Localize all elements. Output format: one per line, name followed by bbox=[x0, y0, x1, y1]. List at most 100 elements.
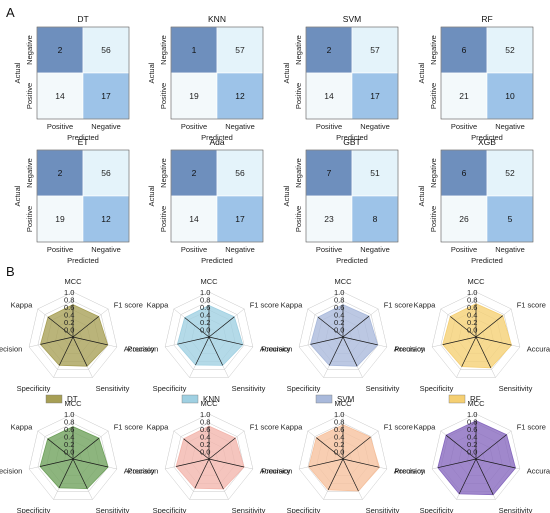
confusion-matrix-cell bbox=[82, 26, 130, 74]
radar-axis-label: Accuracy bbox=[394, 345, 425, 354]
confusion-matrix-frame bbox=[440, 26, 534, 120]
radar-value-line bbox=[308, 458, 344, 468]
radar-tick-label: 0.4 bbox=[334, 311, 344, 320]
confusion-matrix-x-tick: Negative bbox=[495, 245, 525, 254]
radar-grid-ring bbox=[28, 291, 118, 378]
radar-value-line bbox=[72, 437, 100, 460]
confusion-matrix-value: 14 bbox=[324, 91, 334, 101]
radar-axis-label: Sensitivity bbox=[96, 384, 130, 393]
confusion-matrix-value: 23 bbox=[324, 214, 334, 224]
radar-axis-label: Precision bbox=[127, 345, 158, 354]
radar-tick-label: 0.8 bbox=[334, 296, 344, 305]
radar-value-line bbox=[72, 458, 109, 468]
radar-tick-label: 0.8 bbox=[334, 418, 344, 427]
radar-axis-label: Kappa bbox=[281, 423, 304, 432]
confusion-matrix-value: 26 bbox=[459, 214, 469, 224]
radar-tick-label: 1.0 bbox=[334, 288, 344, 297]
confusion-matrix-value: 21 bbox=[459, 91, 469, 101]
radar-value-line bbox=[72, 336, 88, 367]
radar-value-line bbox=[183, 438, 210, 460]
confusion-matrix-value: 56 bbox=[101, 168, 111, 178]
radar-series-area bbox=[176, 305, 244, 366]
radar-grid-ring bbox=[431, 291, 521, 378]
confusion-matrix-frame bbox=[36, 26, 130, 120]
radar-axis-label: Sensitivity bbox=[366, 384, 400, 393]
radar-value-line bbox=[72, 458, 88, 489]
confusion-matrix-cell bbox=[170, 195, 218, 243]
radar-tick-label: 0.0 bbox=[64, 326, 74, 335]
radar-axis-label: Precision bbox=[127, 467, 158, 476]
radar-axis-label: Kappa bbox=[147, 301, 170, 310]
confusion-matrix-value: 2 bbox=[192, 168, 197, 178]
radar-tick-label: 0.0 bbox=[467, 326, 477, 335]
radar-axis-label: F1 score bbox=[517, 423, 546, 432]
radar-series-area bbox=[437, 420, 516, 496]
confusion-matrix-x-tick: Negative bbox=[225, 245, 255, 254]
confusion-matrix-x-tick: Positive bbox=[181, 245, 207, 254]
confusion-matrix-y-tick: Positive bbox=[294, 206, 303, 232]
radar-tick-label: 0.8 bbox=[64, 418, 74, 427]
radar-value-line bbox=[208, 458, 245, 468]
confusion-matrix-y-tick: Positive bbox=[429, 206, 438, 232]
confusion-matrix-x-tick: Positive bbox=[451, 122, 477, 131]
radar-grid-ring bbox=[37, 422, 109, 492]
radar-tick-label: 0.4 bbox=[334, 433, 344, 442]
radar-axis-label: Sensitivity bbox=[232, 506, 266, 513]
radar-value-line bbox=[194, 458, 210, 489]
radar-axis-label: Specificity bbox=[17, 506, 51, 513]
radar-chart-svm: 1.00.80.60.40.20.0 MCC F1 score Accuracy Sen… bbox=[261, 277, 424, 404]
radar-value-line bbox=[342, 458, 380, 468]
radar-axis-label: MCC bbox=[64, 399, 82, 408]
radar-axis-label: MCC bbox=[467, 277, 485, 286]
radar-grid-ring bbox=[28, 413, 118, 500]
confusion-matrix-cell bbox=[170, 149, 218, 197]
radar-axis-label: Specificity bbox=[420, 384, 454, 393]
radar-value-line bbox=[475, 458, 516, 469]
radar-value-line bbox=[475, 336, 492, 368]
radar-tick-label: 0.8 bbox=[200, 296, 210, 305]
radar-value-line bbox=[58, 458, 74, 488]
radar-value-line bbox=[437, 458, 477, 469]
confusion-matrix-frame bbox=[305, 149, 399, 243]
radar-value-line bbox=[317, 316, 344, 338]
radar-tick-label: 0.8 bbox=[64, 296, 74, 305]
confusion-matrix-y-tick: Positive bbox=[429, 83, 438, 109]
radar-value-line bbox=[342, 336, 378, 346]
confusion-matrix-frame bbox=[305, 26, 399, 120]
radar-tick-label: 0.4 bbox=[200, 311, 210, 320]
confusion-matrix-cell bbox=[351, 149, 399, 197]
radar-axis-label: MCC bbox=[334, 277, 352, 286]
radar-tick-label: 0.4 bbox=[64, 311, 74, 320]
radar-value-line bbox=[342, 458, 359, 492]
radar-series-area bbox=[39, 426, 109, 490]
radar-value-line bbox=[40, 458, 74, 467]
confusion-matrix-x-tick: Negative bbox=[225, 122, 255, 131]
radar-value-line bbox=[72, 316, 99, 338]
confusion-matrix-value: 51 bbox=[370, 168, 380, 178]
radar-legend-label: KNN bbox=[203, 395, 220, 404]
radar-axis-label: Accuracy bbox=[527, 467, 550, 476]
radar-grid-ring bbox=[298, 291, 388, 378]
radar-axis-label: Sensitivity bbox=[499, 384, 533, 393]
confusion-matrix-value: 57 bbox=[235, 45, 245, 55]
confusion-matrix-value: 52 bbox=[505, 168, 515, 178]
confusion-matrix-y-tick: Negative bbox=[294, 35, 303, 65]
confusion-matrix-title: Ada bbox=[209, 137, 224, 147]
confusion-matrix-y-tick: Negative bbox=[294, 158, 303, 188]
radar-tick-label: 0.0 bbox=[467, 448, 477, 457]
confusion-matrix-frame bbox=[170, 26, 264, 120]
radar-axis-label: Specificity bbox=[420, 506, 454, 513]
confusion-matrix-ylabel: Actual bbox=[13, 62, 22, 83]
radar-legend-swatch bbox=[448, 394, 466, 404]
radar-tick-label: 0.2 bbox=[467, 318, 477, 327]
radar-grid-ring bbox=[431, 413, 521, 500]
radar-axis-label: Specificity bbox=[287, 506, 321, 513]
confusion-matrix-ylabel: Actual bbox=[417, 185, 426, 206]
confusion-matrix-x-tick: Positive bbox=[316, 245, 342, 254]
radar-legend-swatch bbox=[181, 394, 199, 404]
radar-tick-label: 1.0 bbox=[200, 288, 210, 297]
